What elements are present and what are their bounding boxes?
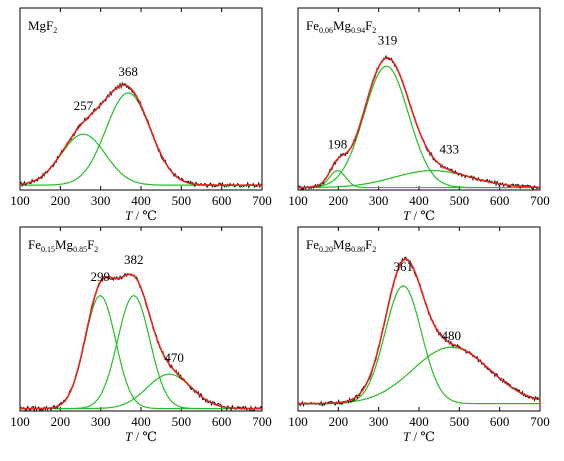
title-subscript: 0.06 xyxy=(319,26,333,35)
title-subscript: 0.85 xyxy=(73,245,87,254)
chart-panel-2: 100 200 300 400 500 600 700 T / ℃ Fe0.06Mg0.94F2… xyxy=(288,7,550,223)
title-subscript: 2 xyxy=(372,26,376,35)
x-tick-label: 200 xyxy=(51,193,71,208)
peak-label: 299 xyxy=(91,269,111,284)
x-tick-label: 400 xyxy=(409,193,429,208)
title-text: Mg xyxy=(333,18,352,33)
component-curve-1 xyxy=(298,285,540,405)
x-tick-label: 600 xyxy=(490,193,510,208)
component-curve-2 xyxy=(298,346,541,405)
x-tick-label: 200 xyxy=(329,414,349,429)
title-subscript: 0.15 xyxy=(41,245,55,254)
x-tick-label: 100 xyxy=(10,193,30,208)
x-tick-label: 500 xyxy=(172,414,192,429)
x-axis-title: T / ℃ xyxy=(403,429,435,444)
x-tick-label: 100 xyxy=(10,414,30,429)
title-text: Fe xyxy=(306,237,319,252)
peak-label: 382 xyxy=(124,252,144,267)
title-subscript: 2 xyxy=(372,245,376,254)
x-tick-label: 100 xyxy=(288,193,308,208)
x-tick-label: 700 xyxy=(252,193,272,208)
peak-label: 361 xyxy=(394,259,414,274)
x-tick-label: 500 xyxy=(172,193,192,208)
x-tick-label: 300 xyxy=(369,414,389,429)
title-subscript: 0.94 xyxy=(351,26,365,35)
panel-title: Fe0.20Mg0.80F2 xyxy=(306,237,376,254)
x-tick-label: 600 xyxy=(212,193,232,208)
x-tick-label: 400 xyxy=(131,414,151,429)
fitted-sum-curve xyxy=(20,273,262,410)
x-axis-title: T / ℃ xyxy=(125,208,157,223)
peak-label: 257 xyxy=(74,98,94,113)
x-tick-label: 300 xyxy=(369,193,389,208)
x-tick-label: 500 xyxy=(450,193,470,208)
x-axis-unit: / ℃ xyxy=(132,429,157,444)
title-subscript: 2 xyxy=(53,26,57,35)
title-text: F xyxy=(87,237,94,252)
x-axis-title: T / ℃ xyxy=(403,208,435,223)
x-axis-variable: T xyxy=(125,208,133,223)
chart-panel-4: 100 200 300 400 500 600 700 T / ℃ Fe0.20Mg0.80F2… xyxy=(288,226,550,444)
x-tick-label: 400 xyxy=(409,414,429,429)
title-text: MgF xyxy=(28,18,53,33)
title-text: Mg xyxy=(333,237,352,252)
x-axis-unit: / ℃ xyxy=(132,208,157,223)
plot-frame xyxy=(297,226,541,412)
component-curve-1 xyxy=(20,295,262,410)
component-curve-2 xyxy=(297,65,540,189)
x-axis-title: T / ℃ xyxy=(125,429,157,444)
peak-label: 368 xyxy=(118,64,138,79)
fitted-sum-curve xyxy=(297,57,541,189)
peak-label: 480 xyxy=(442,328,462,343)
x-tick-label: 700 xyxy=(530,193,550,208)
x-tick-label: 600 xyxy=(212,414,232,429)
x-axis-variable: T xyxy=(125,429,133,444)
x-tick-label: 600 xyxy=(490,414,510,429)
panel-title: MgF2 xyxy=(28,18,57,35)
peak-label: 470 xyxy=(164,350,184,365)
peak-label: 198 xyxy=(328,137,348,152)
x-tick-label: 400 xyxy=(131,193,151,208)
title-text: Fe xyxy=(28,237,41,252)
experimental-curve xyxy=(19,272,263,413)
x-tick-label: 200 xyxy=(329,193,349,208)
title-text: Fe xyxy=(306,18,319,33)
title-subscript: 0.20 xyxy=(319,245,333,254)
x-tick-label: 200 xyxy=(51,414,71,429)
x-tick-label: 500 xyxy=(450,414,470,429)
title-subscript: 2 xyxy=(94,245,98,254)
x-tick-label: 300 xyxy=(91,193,111,208)
panel-title: Fe0.06Mg0.94F2 xyxy=(306,18,376,35)
fitted-sum-curve xyxy=(298,258,541,405)
x-axis-variable: T xyxy=(403,208,411,223)
x-tick-label: 700 xyxy=(530,414,550,429)
experimental-curve xyxy=(297,54,541,191)
title-text: Mg xyxy=(55,237,74,252)
panel-title: Fe0.15Mg0.85F2 xyxy=(28,237,98,254)
title-subscript: 0.80 xyxy=(351,245,365,254)
x-tick-label: 700 xyxy=(252,414,272,429)
x-axis-variable: T xyxy=(403,429,411,444)
peak-label: 319 xyxy=(378,32,398,47)
x-axis-unit: / ℃ xyxy=(410,208,435,223)
chart-panel-1: 100 200 300 400 500 600 700 T / ℃ MgF2 257 368 xyxy=(10,7,272,223)
x-tick-label: 100 xyxy=(288,414,308,429)
x-axis-unit: / ℃ xyxy=(410,429,435,444)
experimental-curve xyxy=(19,81,263,189)
peak-label: 433 xyxy=(440,142,460,157)
fitted-sum-curve xyxy=(19,84,262,186)
title-text: F xyxy=(365,18,372,33)
component-curve-2 xyxy=(20,295,262,410)
experimental-curve xyxy=(297,256,541,408)
component-curve-3 xyxy=(20,373,262,410)
x-tick-label: 300 xyxy=(91,414,111,429)
title-text: F xyxy=(365,237,372,252)
